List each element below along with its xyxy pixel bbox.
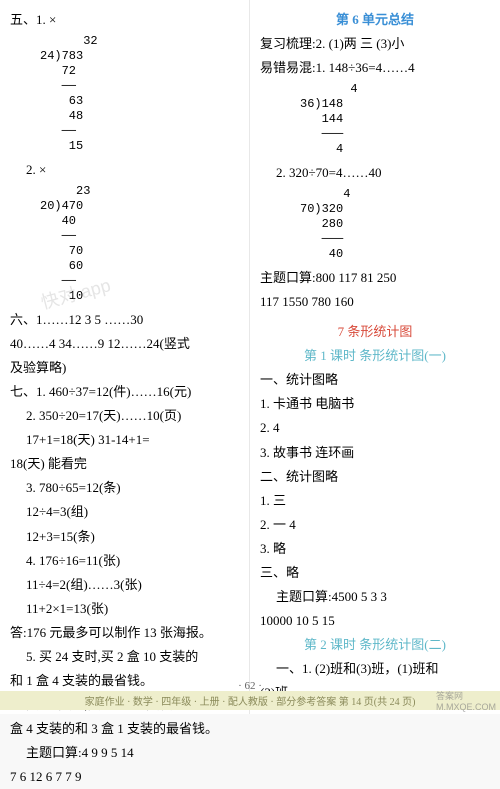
text-line: 盒 4 支装的和 3 盒 1 支装的最省钱。	[10, 717, 239, 741]
text-line: 18(天) 能看完	[10, 452, 239, 476]
text-line: 10000 10 5 15	[260, 609, 490, 633]
lesson-heading: 第 1 课时 条形统计图(一)	[260, 344, 490, 368]
footer-text: 家庭作业 · 数学 · 四年级 · 上册 · 配人教版 · 部分参考答案 第 1…	[0, 691, 500, 710]
text-line: 3. 略	[260, 537, 490, 561]
text-line: 12÷4=3(组)	[10, 500, 239, 524]
lesson-heading: 第 2 课时 条形统计图(二)	[260, 633, 490, 657]
long-division-3: 4 36)148 144 ─── 4	[300, 82, 490, 157]
left-column: 五、1. × 32 24)783 72 ── 63 48 ── 15 2. × …	[0, 0, 250, 714]
chapter-heading: 7 条形统计图	[260, 314, 490, 344]
text-line: 17+1=18(天) 31-14+1=	[10, 428, 239, 452]
long-division-2: 23 20)470 40 ── 70 60 ── 10	[40, 184, 239, 304]
text-line: 2. 一 4	[260, 513, 490, 537]
text-line: 7 6 12 6 7 7 9	[10, 765, 239, 789]
text-line: 2. 4	[260, 416, 490, 440]
text-line: 答:176 元最多可以制作 13 张海报。	[10, 621, 239, 645]
text-line: 三、略	[260, 561, 490, 585]
text-line: 1. 卡通书 电脑书	[260, 392, 490, 416]
text-line: 易错易混:1. 148÷36=4……4	[260, 56, 490, 80]
text-line: 2. ×	[10, 158, 239, 182]
text-line: 主题口算:800 117 81 250	[260, 266, 490, 290]
text-line: 3. 故事书 连环画	[260, 441, 490, 465]
text-line: 2. 350÷20=17(天)……10(页)	[10, 404, 239, 428]
text-line: 5. 买 24 支时,买 2 盒 10 支装的	[10, 645, 239, 669]
text-line: 11+2×1=13(张)	[10, 597, 239, 621]
text-line: 二、统计图略	[260, 465, 490, 489]
right-column: 第 6 单元总结 复习梳理:2. (1)两 三 (3)小 易错易混:1. 148…	[250, 0, 500, 714]
text-line: 六、1……12 3 5 ……30	[10, 308, 239, 332]
text-line: 3. 780÷65=12(条)	[10, 476, 239, 500]
text-line: 一、1. (2)班和(3)班，(1)班和	[260, 657, 490, 681]
text-line: 复习梳理:2. (1)两 三 (3)小	[260, 32, 490, 56]
long-division-1: 32 24)783 72 ── 63 48 ── 15	[40, 34, 239, 154]
text-line: 主题口算:4 9 9 5 14	[10, 741, 239, 765]
text-line: 12+3=15(条)	[10, 525, 239, 549]
text-line: 4. 176÷16=11(张)	[10, 549, 239, 573]
long-division-4: 4 70)320 280 ─── 40	[300, 187, 490, 262]
corner-brand: 答案网 M.MXQE.COM	[436, 689, 496, 712]
text-line: 40……4 34……9 12……24(竖式	[10, 332, 239, 356]
text-line: 主题口算:4500 5 3 3	[260, 585, 490, 609]
text-line: 11÷4=2(组)……3(张)	[10, 573, 239, 597]
text-line: 及验算略)	[10, 356, 239, 380]
unit-heading: 第 6 单元总结	[260, 8, 490, 32]
text-line: 五、1. ×	[10, 8, 239, 32]
corner-brand-url: M.MXQE.COM	[436, 702, 496, 712]
corner-brand-name: 答案网	[436, 691, 463, 701]
text-line: 七、1. 460÷37=12(件)……16(元)	[10, 380, 239, 404]
text-line: 117 1550 780 160	[260, 290, 490, 314]
text-line: 一、统计图略	[260, 368, 490, 392]
text-line: 2. 320÷70=4……40	[260, 161, 490, 185]
text-line: 1. 三	[260, 489, 490, 513]
